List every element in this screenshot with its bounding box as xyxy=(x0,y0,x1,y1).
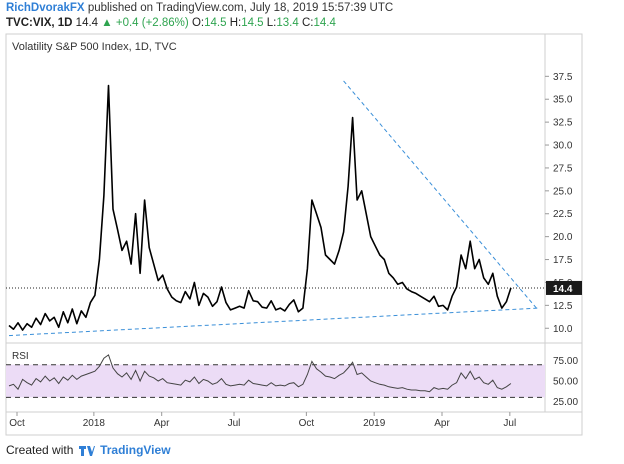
last-value-badge xyxy=(546,280,582,295)
y-tick-label: 10.0 xyxy=(553,324,573,335)
open-label: O: xyxy=(191,17,205,29)
low-label: L: xyxy=(266,17,277,29)
change-value: +0.4 (+2.86%) xyxy=(115,17,189,29)
up-arrow-icon: ▲ xyxy=(101,17,113,29)
rsi-tick-label: 25.00 xyxy=(553,397,578,408)
y-tick-label: 37.5 xyxy=(553,72,573,83)
publish-info: published on TradingView.com, July 18, 2… xyxy=(87,2,394,14)
x-tick-label: 2019 xyxy=(363,418,386,429)
y-tick-label: 30.0 xyxy=(553,141,573,152)
low-value: 13.4 xyxy=(276,17,299,29)
y-tick-label: 12.5 xyxy=(553,301,573,312)
y-tick-label: 22.5 xyxy=(553,209,573,220)
rsi-tick-label: 50.00 xyxy=(553,377,578,388)
author-link[interactable]: RichDvorakFX xyxy=(6,2,85,14)
y-tick-label: 27.5 xyxy=(553,163,573,174)
last-price: 14.4 xyxy=(75,17,99,29)
created-with: Created with xyxy=(6,443,74,457)
y-tick-label: 17.5 xyxy=(553,255,573,266)
close-label: C: xyxy=(301,17,314,29)
trendline-upper xyxy=(343,80,539,311)
chart-title: Volatility S&P 500 Index, 1D, TVC xyxy=(12,41,177,53)
high-value: 14.5 xyxy=(241,17,264,29)
high-label: H: xyxy=(229,17,242,29)
rsi-series-line xyxy=(8,354,512,393)
tradingview-brand[interactable]: TradingView xyxy=(100,443,171,457)
x-tick-label: Oct xyxy=(9,418,25,429)
x-tick-label: Apr xyxy=(434,418,450,429)
symbol-label: TVC:VIX, 1D xyxy=(6,17,73,29)
symbol-header: TVC:VIX, 1D 14.4 ▲ +0.4 (+2.86%) O:14.5 … xyxy=(6,17,336,29)
y-tick-label: 25.0 xyxy=(553,186,573,197)
close-value: 14.4 xyxy=(313,17,336,29)
open-value: 14.5 xyxy=(204,17,227,29)
y-tick-label: 32.5 xyxy=(553,118,573,129)
rsi-band-fill xyxy=(6,364,545,398)
x-tick-label: Apr xyxy=(154,418,170,429)
x-tick-label: Jul xyxy=(228,418,241,429)
x-tick-label: Jul xyxy=(503,418,516,429)
rsi-tick-label: 75.00 xyxy=(553,356,578,367)
trendline-lower xyxy=(8,307,539,337)
tradingview-logo-icon xyxy=(78,445,95,456)
x-tick-label: Oct xyxy=(299,418,315,429)
last-value-text: 14.4 xyxy=(553,284,573,295)
y-tick-label: 35.0 xyxy=(553,95,573,106)
rsi-label: RSI xyxy=(12,351,29,362)
y-tick-label: 20.0 xyxy=(553,232,573,243)
x-tick-label: 2018 xyxy=(83,418,106,429)
footer: Created with TradingView xyxy=(6,443,171,458)
price-series-line xyxy=(8,84,512,331)
vix-chart[interactable]: Volatility S&P 500 Index, 1D, TVC RSI 37… xyxy=(0,0,624,440)
publish-header: RichDvorakFX published on TradingView.co… xyxy=(6,2,393,14)
